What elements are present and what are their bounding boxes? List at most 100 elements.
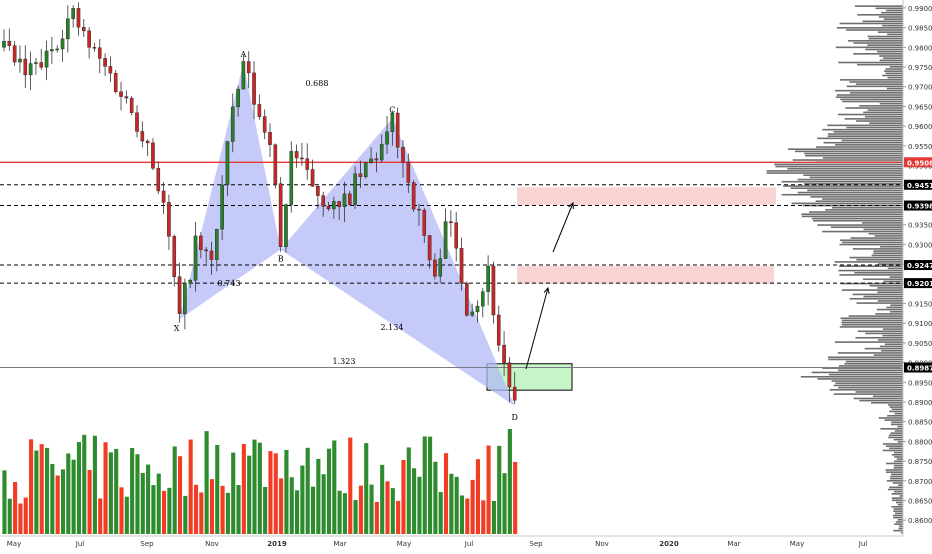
volume-profile-bar xyxy=(781,180,903,183)
candle-body xyxy=(71,8,75,19)
time-axis[interactable]: May Jul Sep Nov 2019 Mar May Jul Sep Nov 2020 Mar Ma… xyxy=(0,535,932,550)
pattern-ratio-label: 1.323 xyxy=(333,357,356,366)
volume-bar xyxy=(491,500,496,534)
volume-profile-bar xyxy=(884,70,903,72)
volume-bar xyxy=(29,439,34,534)
candle-body xyxy=(44,50,49,68)
volume-profile-bar xyxy=(898,484,903,486)
volume-bar xyxy=(305,447,310,534)
volume-bar xyxy=(177,456,183,534)
volume-profile-bar xyxy=(897,519,903,521)
volume-profile-bar xyxy=(839,22,903,25)
volume-profile-bar xyxy=(887,76,903,79)
volume-profile-bar xyxy=(787,167,903,170)
volume-bar xyxy=(348,437,353,534)
volume-profile-bar xyxy=(891,506,903,508)
candle-body xyxy=(385,131,389,145)
volume-profile-bar xyxy=(871,254,903,257)
volume-profile-bar xyxy=(880,427,903,430)
volume-profile-bar xyxy=(840,317,903,320)
price-label-box xyxy=(904,362,932,373)
target-zone xyxy=(517,266,774,284)
volume-bar xyxy=(7,498,12,534)
price-label-text: 0.92475 xyxy=(907,262,932,270)
pattern-labels: X A B C D 0.743 0.688 2.134 1.323 xyxy=(174,50,518,422)
volume-bar xyxy=(342,493,347,534)
volume-profile-bar xyxy=(830,226,903,229)
volume-profile-bar xyxy=(895,521,903,523)
xab-triangle xyxy=(179,63,281,320)
candle-body xyxy=(34,62,38,64)
volume-profile-bar xyxy=(891,473,903,476)
volume-profile-bar xyxy=(865,332,903,335)
candle-body xyxy=(92,47,97,49)
volume-profile-bar xyxy=(849,92,903,94)
candle-body xyxy=(66,18,70,40)
candle-body xyxy=(316,185,320,196)
volume-profile-bar xyxy=(833,384,903,387)
time-tick-label: Mar xyxy=(727,540,740,548)
time-axis-bg xyxy=(0,536,932,550)
volume-profile-bar xyxy=(838,61,903,64)
pattern-point-label: A xyxy=(240,50,247,59)
volume-profile-bar xyxy=(877,263,903,265)
volume-profile-bar xyxy=(839,79,903,81)
volume-profile-bar xyxy=(828,133,903,135)
candle-body xyxy=(273,144,278,184)
candle-body xyxy=(459,248,464,284)
volume-profile-bar xyxy=(852,293,903,296)
volume-profile-bar xyxy=(828,373,903,376)
candle-body xyxy=(348,193,352,205)
volume-bar xyxy=(396,500,401,534)
volume-bar xyxy=(353,500,358,534)
volume-profile-bar xyxy=(862,222,903,224)
volume-profile-bar xyxy=(823,141,903,144)
volume-bar xyxy=(140,472,145,534)
price-label-text: 0.92017 xyxy=(907,280,932,288)
candle-body xyxy=(454,222,459,249)
target-zone xyxy=(517,187,776,205)
candle-body xyxy=(294,151,299,159)
candle-body xyxy=(18,58,22,63)
candle-body xyxy=(156,168,161,192)
volume-profile-bar xyxy=(890,423,903,426)
volume-bar xyxy=(438,492,443,534)
candle-body xyxy=(119,91,123,97)
volume-profile-bar xyxy=(833,131,903,133)
volume-profile-bar xyxy=(803,174,903,177)
volume-bar xyxy=(2,470,7,534)
volume-profile-bar xyxy=(886,306,903,309)
time-tick-label: Jul xyxy=(75,540,85,548)
volume-profile-bar xyxy=(898,527,903,530)
volume-profile-bar xyxy=(839,243,903,246)
candle-body xyxy=(268,132,272,145)
volume-profile-bar xyxy=(867,109,903,111)
volume-profile-bar xyxy=(827,356,903,359)
volume-profile-bar xyxy=(800,375,903,378)
volume-profile-bar xyxy=(896,458,903,460)
volume-profile-bar xyxy=(833,393,903,395)
volume-bar xyxy=(443,453,449,534)
volume-profile-bar xyxy=(827,135,903,137)
volume-profile-bar xyxy=(842,100,903,103)
volume-profile-bar xyxy=(822,157,903,159)
volume-profile-bar xyxy=(873,250,903,252)
volume-profile-bar xyxy=(834,341,903,343)
volume-profile-bar xyxy=(802,204,903,207)
volume-bar xyxy=(513,461,518,534)
candle-body xyxy=(230,106,235,142)
candle-body xyxy=(188,280,193,284)
candle-body xyxy=(284,204,288,247)
harmonic-pattern xyxy=(179,63,515,406)
volume-profile-bar xyxy=(837,113,903,116)
volume-bar xyxy=(50,463,55,534)
volume-profile-bar xyxy=(831,206,903,209)
volume-profile-bar xyxy=(831,380,903,382)
volume-profile-bar xyxy=(863,295,903,298)
